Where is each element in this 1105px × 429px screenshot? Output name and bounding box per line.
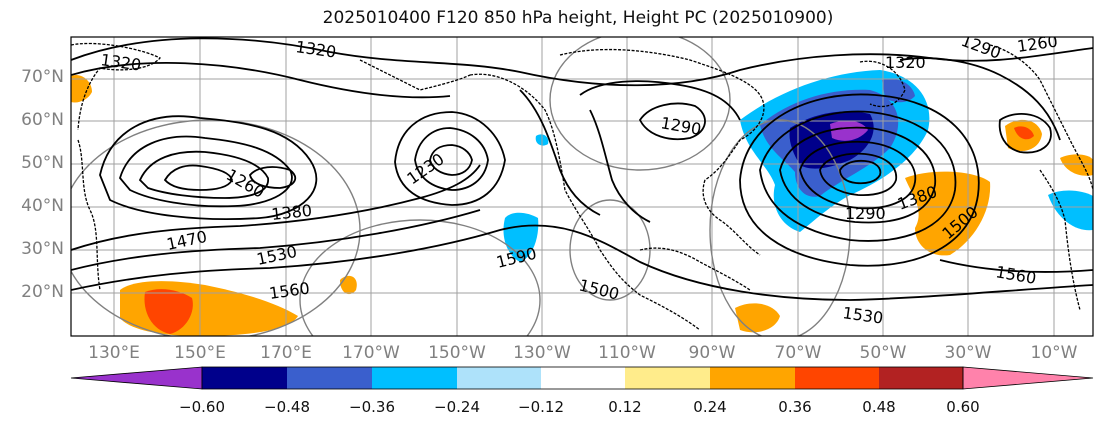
- colorbar-tick-label: −0.60: [179, 398, 225, 416]
- lat-label: 50°N: [21, 153, 64, 173]
- negative-anomaly-atlantic-peak: [830, 120, 868, 141]
- map-frame: [70, 36, 1094, 337]
- colorbar-extend-min: [70, 366, 203, 390]
- contour-label: 1380: [270, 201, 312, 224]
- contour-label: 1320: [885, 53, 926, 72]
- lon-label: 130°W: [513, 343, 571, 363]
- graticule: [71, 37, 1093, 336]
- contour-label: 1290: [845, 204, 886, 223]
- lon-label: 150°W: [428, 343, 486, 363]
- colorbar-bin: [879, 367, 963, 389]
- colorbar-bin: [457, 367, 541, 389]
- spread-circles: [71, 37, 851, 336]
- lon-label: 150°E: [174, 343, 226, 363]
- lon-label: 50°W: [859, 343, 907, 363]
- colorbar-tick-label: 0.48: [862, 398, 896, 416]
- colorbar-bin: [372, 367, 457, 389]
- positive-anomaly-europe-core: [1014, 126, 1034, 140]
- contour-label: 1260: [1016, 31, 1059, 55]
- colorbar-tick-label: 0.24: [693, 398, 727, 416]
- lon-label: 10°W: [1030, 343, 1078, 363]
- lon-label: 70°W: [774, 343, 822, 363]
- positive-anomaly-west-pacific-core: [144, 289, 193, 334]
- lat-label: 20°N: [21, 282, 64, 302]
- lat-label: 70°N: [21, 67, 64, 87]
- colorbar-tick-label: −0.48: [264, 398, 310, 416]
- positive-anomaly-east-atlantic: [905, 171, 991, 256]
- positive-anomaly-caribbean: [735, 303, 780, 333]
- colorbar-bin: [625, 367, 710, 389]
- colorbar-tick-label: −0.36: [349, 398, 395, 416]
- colorbar-extend-max: [962, 366, 1094, 390]
- colorbar-tick-label: −0.12: [518, 398, 564, 416]
- colorbar: [70, 366, 1094, 390]
- map-title: 2025010400 F120 850 hPa height, Height P…: [322, 8, 834, 28]
- positive-anomaly-mediterranean: [1060, 154, 1093, 176]
- colorbar-bin: [541, 367, 625, 389]
- lon-label: 170°E: [260, 343, 312, 363]
- colorbar-tick-label: 0.12: [608, 398, 642, 416]
- lon-label: 170°W: [342, 343, 400, 363]
- lon-label: 30°W: [944, 343, 992, 363]
- lon-label: 90°W: [688, 343, 736, 363]
- positive-anomaly-asia-edge: [71, 74, 92, 103]
- coastlines: [71, 42, 1093, 331]
- lat-label: 60°N: [21, 110, 64, 130]
- colorbar-bin: [202, 367, 287, 389]
- colorbar-tick-label: 0.60: [946, 398, 980, 416]
- colorbar-bin: [287, 367, 372, 389]
- colorbar-tick-label: −0.24: [434, 398, 480, 416]
- lat-label: 40°N: [21, 196, 64, 216]
- negative-anomaly-africa-edge: [1048, 190, 1093, 231]
- positive-anomaly-small: [340, 275, 357, 295]
- colorbar-tick-label: 0.36: [778, 398, 812, 416]
- lon-label: 130°E: [88, 343, 140, 363]
- lat-label: 30°N: [21, 239, 64, 259]
- colorbar-bin: [795, 367, 879, 389]
- height-contours: [71, 37, 1093, 301]
- lon-label: 110°W: [598, 343, 656, 363]
- colorbar-bin: [710, 367, 795, 389]
